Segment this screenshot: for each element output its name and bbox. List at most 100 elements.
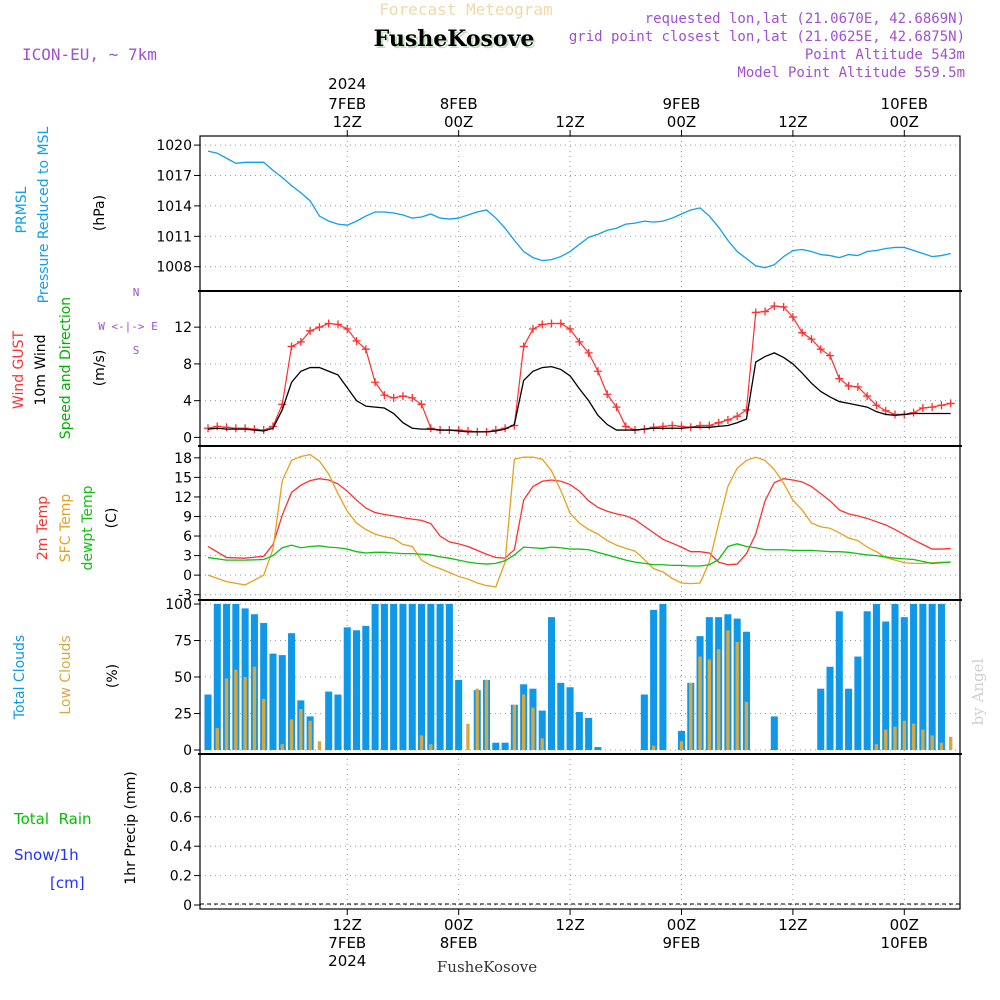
gust-point	[538, 320, 547, 329]
total-cloud-bar	[845, 688, 853, 750]
clouds-panel: 0 25 50 75 100	[165, 597, 961, 759]
gust-point	[213, 422, 222, 431]
top-time-label: 7FEB	[328, 95, 366, 113]
wind-unit-label: (m/s)	[92, 350, 108, 387]
gust-point	[426, 424, 435, 433]
low-cloud-bar	[735, 641, 739, 750]
gust-point	[946, 399, 955, 408]
pressure-panel: 1008 1011 1014 1017 1020	[156, 135, 961, 292]
gust-point	[222, 423, 231, 432]
location-title: FusheKosove	[374, 26, 535, 52]
total-cloud-bar	[835, 611, 843, 750]
total-cloud-bar	[566, 687, 574, 750]
top-time-label: 12Z	[555, 113, 584, 131]
low-cloud-bar	[289, 719, 294, 750]
y-tick-label: 18	[174, 451, 192, 467]
total-cloud-bar	[854, 656, 862, 750]
temperature-panel: -3 0 3 6 9 12 15 18	[174, 445, 961, 604]
total-cloud-bar	[278, 655, 286, 750]
gust-point	[324, 319, 333, 328]
low-cloud-bar	[224, 678, 229, 750]
compass-west-east: W <-|-> E	[98, 320, 158, 333]
y-tick-label: 100	[165, 597, 192, 613]
clouds-unit-label: (%)	[105, 664, 121, 688]
total-cloud-bar	[455, 679, 463, 750]
low-cloud-bar	[252, 666, 257, 750]
gust-point	[566, 324, 575, 333]
model-name: ICON-EU, ~ 7km	[22, 45, 157, 64]
rain-legend: Total Rain	[13, 810, 92, 828]
gust-point	[844, 381, 853, 390]
gust-point	[306, 326, 315, 335]
gust-point	[352, 336, 361, 345]
total-cloud-bar	[891, 604, 899, 750]
total-cloud-bar	[288, 633, 296, 750]
total-cloud-bar	[826, 666, 834, 750]
low-cloud-bar	[234, 669, 238, 750]
low-cloud-bar	[280, 744, 284, 750]
gust-point	[761, 307, 770, 316]
y-tick-label: 0	[183, 568, 192, 584]
y-tick-label: 12	[174, 320, 192, 336]
total-cloud-bar	[547, 617, 556, 750]
top-time-label: 00Z	[890, 113, 919, 131]
gust-point	[547, 319, 556, 328]
gust-point	[826, 351, 835, 360]
total-cloud-bar	[445, 604, 453, 750]
gust-point	[593, 367, 602, 376]
compass-rose: N W <-|-> E S	[98, 286, 158, 357]
gust-point	[380, 391, 389, 400]
total-cloud-bar	[418, 604, 426, 750]
closest-coords: grid point closest lon,lat (21.0625E, 42…	[569, 29, 965, 45]
low-cloud-bar	[429, 744, 433, 750]
gust-point	[881, 406, 890, 415]
gust-point	[241, 424, 250, 433]
gust-point	[315, 323, 324, 332]
low-cloud-bar	[689, 682, 693, 750]
total-cloud-bar	[204, 694, 212, 750]
pressure-line	[207, 150, 951, 269]
low-cloud-bar	[262, 698, 266, 750]
gust-point	[389, 393, 398, 402]
gust-point	[723, 415, 732, 424]
top-time-label: 8FEB	[440, 95, 478, 113]
total-cloud-bar	[910, 604, 918, 750]
total-cloud-bar	[677, 731, 686, 750]
gust-point	[408, 393, 417, 402]
low-cloud-bar	[317, 741, 322, 750]
total-cloud-bar	[343, 627, 351, 750]
y-tick-label: 0.6	[170, 810, 192, 826]
precip-unit-label: 1hr Precip (mm)	[123, 771, 139, 884]
top-time-label: 10FEB	[881, 95, 928, 113]
y-tick-label: 0.8	[170, 780, 192, 796]
low-cloud-bar	[930, 735, 934, 750]
total-cloud-bar	[213, 604, 221, 750]
total-cloud-bar	[928, 604, 936, 750]
total-cloud-bar	[538, 710, 546, 750]
low-cloud-bar	[707, 659, 712, 750]
low-cloud-bar	[540, 738, 544, 750]
y-tick-label: 0	[183, 898, 192, 914]
gust-point	[909, 408, 918, 417]
gust-point	[417, 400, 426, 409]
y-tick-label: 4	[183, 394, 192, 410]
low-cloud-bar	[911, 723, 916, 750]
wind-line	[207, 352, 951, 433]
panel-frame	[199, 290, 961, 447]
low-cloud-bar	[716, 649, 721, 750]
gust-point	[863, 392, 872, 401]
gust-point	[872, 401, 881, 410]
precip-panel: 0 0.2 0.4 0.6 0.8	[170, 753, 961, 914]
low-cloud-bar	[475, 688, 479, 750]
top-time-label: 00Z	[667, 113, 696, 131]
low-cloud-bar	[651, 745, 656, 750]
gust-point	[575, 337, 584, 346]
bottom-time-label: 12Z	[333, 916, 362, 934]
gust-point	[250, 425, 259, 434]
pressure-label-prmsl: PRMSL	[14, 186, 30, 233]
y-tick-label: -3	[178, 588, 192, 604]
low-cloud-bar	[299, 709, 303, 750]
gust-point	[798, 328, 807, 337]
gust-point	[705, 421, 714, 430]
